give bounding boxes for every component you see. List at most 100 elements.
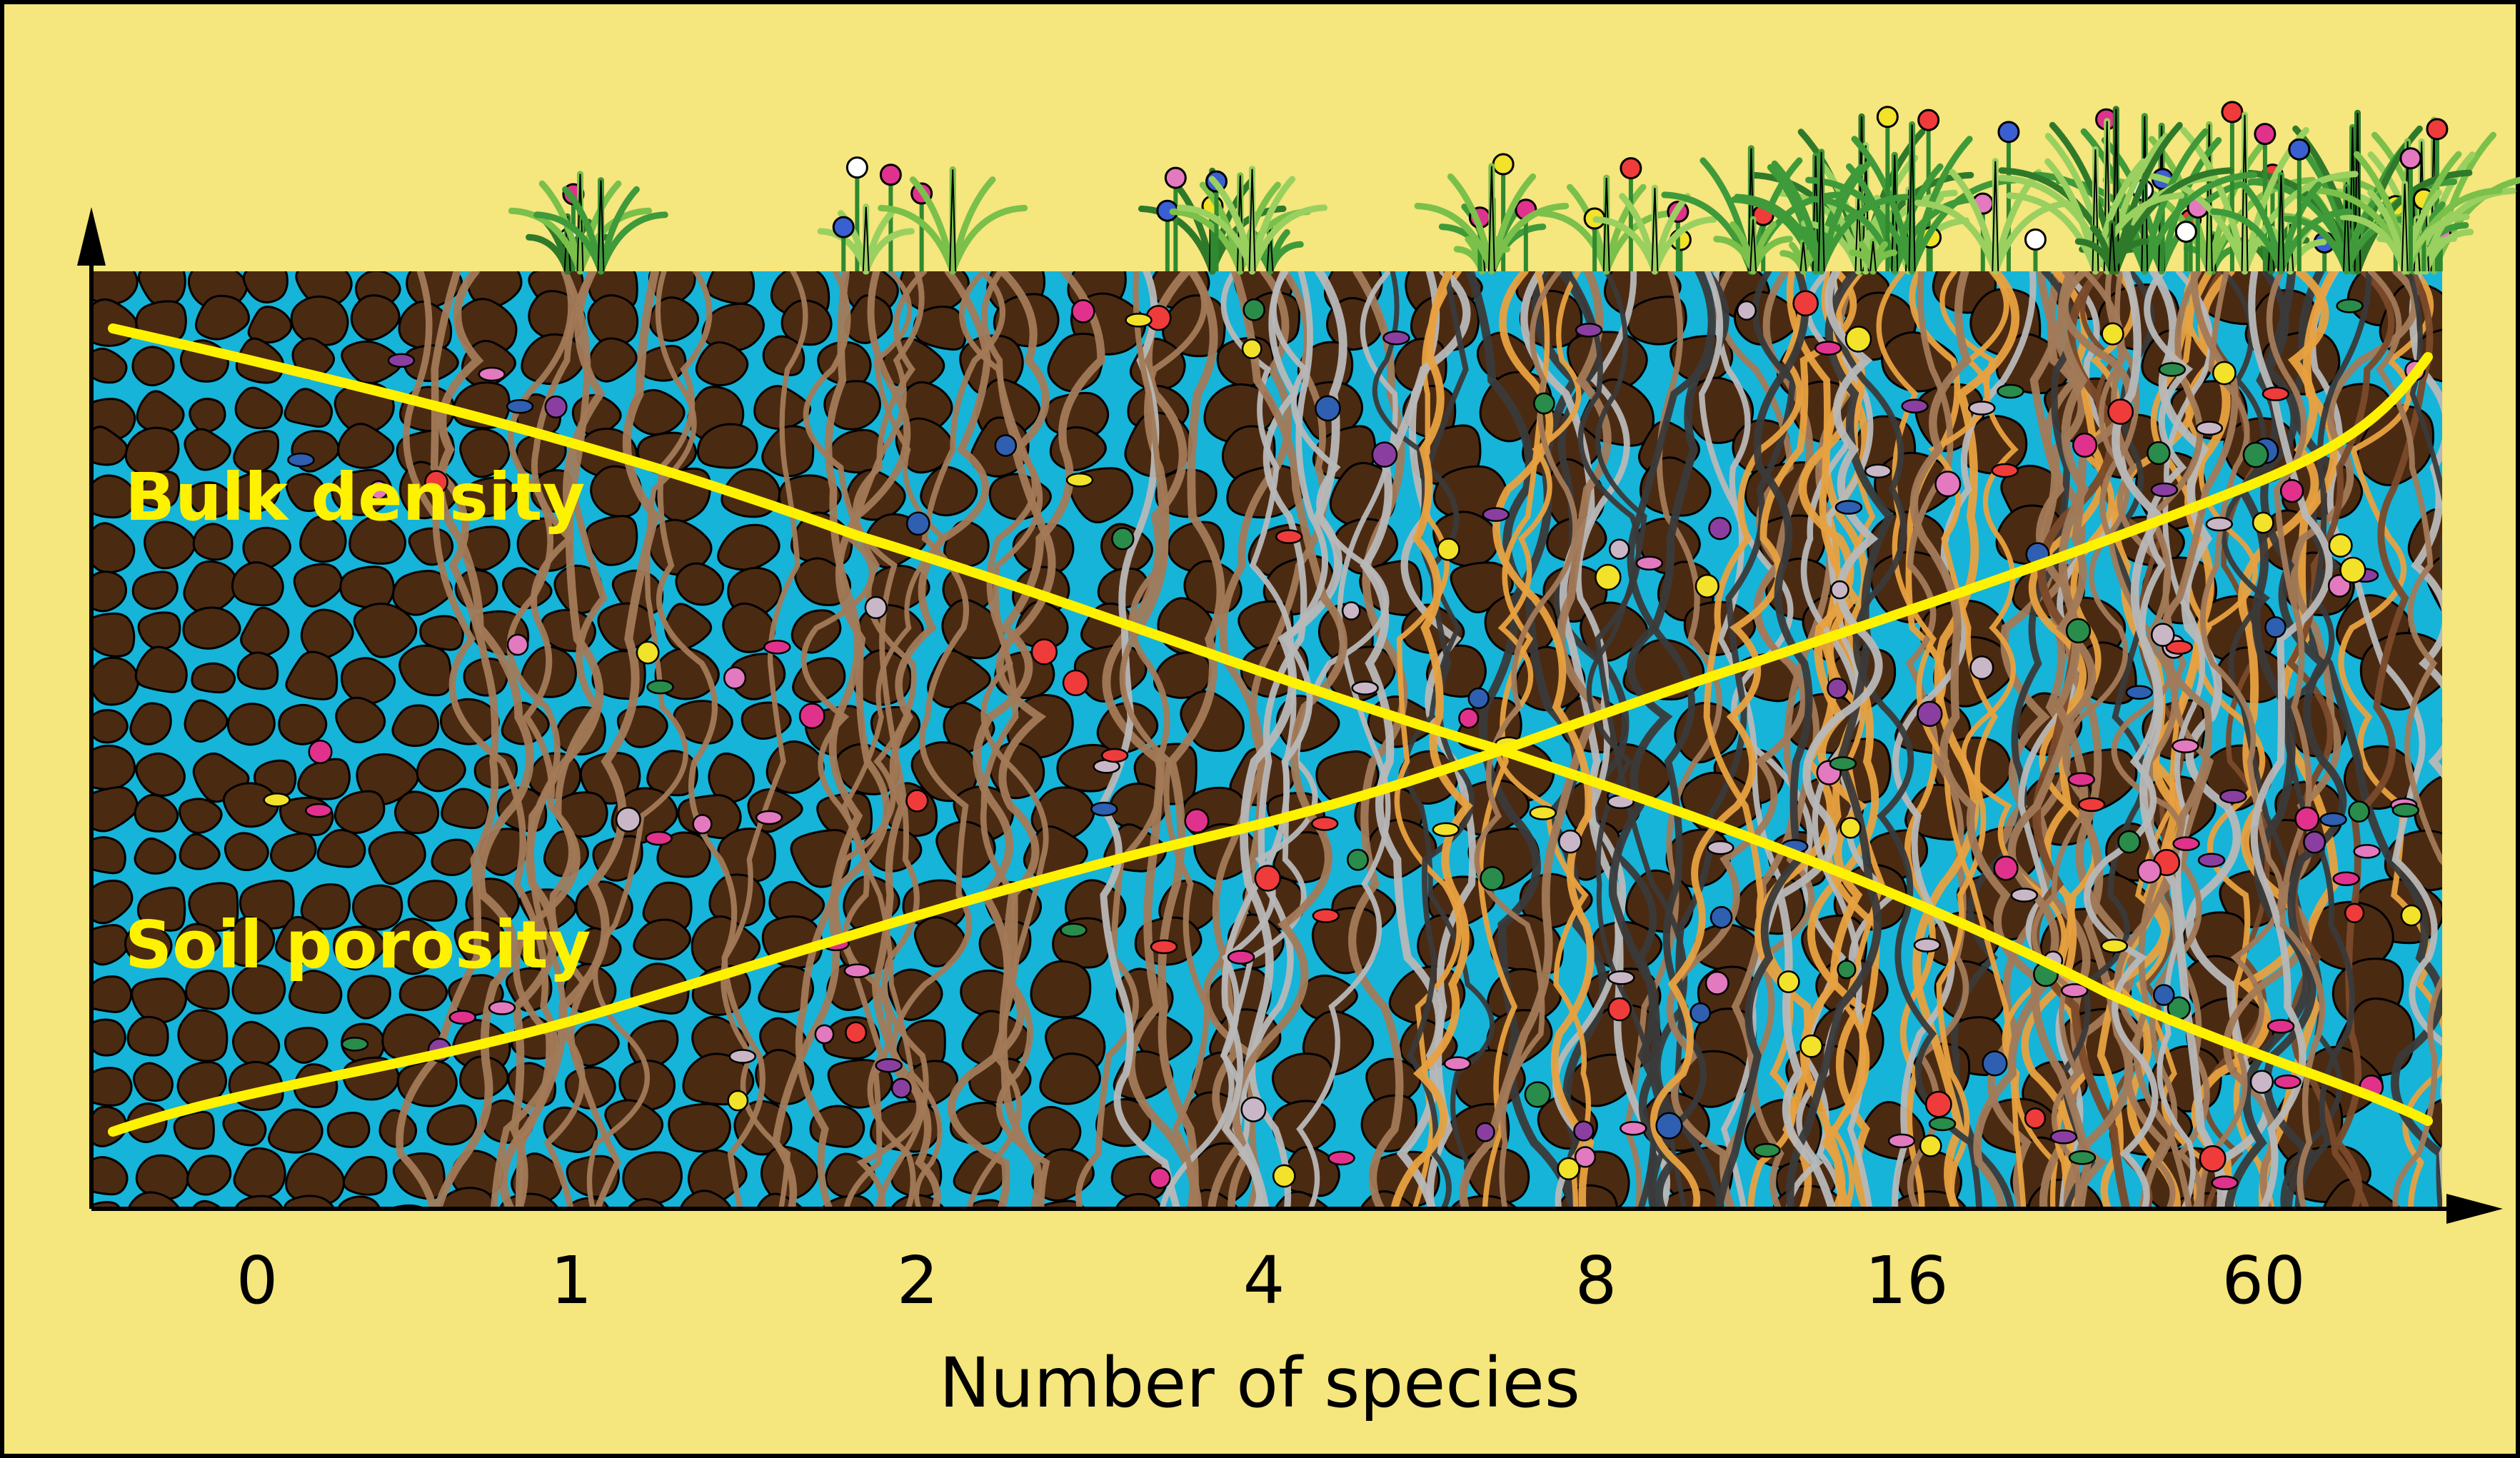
soil-aggregate (91, 656, 140, 706)
soil-aggregate (368, 831, 426, 885)
soil-organism (1707, 840, 1735, 855)
soil-organism (2172, 836, 2200, 851)
plant-leaf (2242, 171, 2359, 275)
plant-outline (1992, 161, 1999, 272)
plant-outline (2108, 223, 2116, 272)
x-tick-label: 0 (236, 1242, 278, 1319)
soil-organism (1467, 687, 1490, 710)
soil-organism (1608, 538, 1630, 560)
soil-aggregate (293, 563, 343, 608)
soil-aggregate (91, 347, 128, 384)
soil-organism (2274, 1074, 2301, 1090)
soil-organism (1275, 529, 1303, 544)
soil-aggregate (590, 465, 643, 518)
soil-organism (1708, 516, 1732, 541)
soil-organism (1792, 290, 1819, 317)
y-axis-arrowhead (77, 207, 106, 266)
root (510, 271, 606, 1209)
soil-organism (864, 595, 888, 620)
soil-organism (798, 703, 825, 730)
soil-organism (1272, 1164, 1296, 1188)
x-tick-label: 16 (1864, 1242, 1948, 1319)
root (959, 271, 1049, 1209)
soil-organism (692, 814, 713, 835)
soil-organism (1901, 398, 1929, 414)
soil-aggregate (633, 918, 691, 960)
soil-organism (2150, 482, 2179, 498)
root (1909, 271, 2051, 1209)
plant-outline (1817, 151, 1825, 272)
soil-organism (1934, 471, 1962, 498)
soil-organism (845, 1021, 868, 1044)
root (1928, 271, 2009, 1209)
plant-outline (949, 169, 957, 272)
soil-organism (1475, 1122, 1495, 1142)
root (803, 271, 917, 1209)
soil-organism (1090, 801, 1118, 817)
x-tick-label: 2 (897, 1242, 939, 1319)
soil-organism (905, 511, 930, 536)
soil-aggregate (300, 883, 351, 930)
soil-aggregate (335, 696, 386, 744)
soil-organism (1690, 1002, 1712, 1024)
soil-aggregate (717, 523, 780, 571)
soil-aggregate (91, 1156, 129, 1196)
bulk-density-curve (108, 323, 2433, 1126)
soil-organism (2267, 1019, 2295, 1034)
soil-organism (2117, 830, 2141, 854)
soil-aggregate (234, 1195, 284, 1209)
x-tick-label: 1 (551, 1242, 593, 1319)
soil-aggregate (131, 977, 187, 1024)
soil-aggregate (341, 340, 402, 385)
soil-aggregate (333, 925, 386, 971)
soil-organism (2294, 806, 2320, 832)
soil-organism (2242, 441, 2269, 468)
root (2112, 271, 2226, 1209)
soil-organism (1315, 395, 1341, 422)
plant-leaf (1267, 241, 1304, 275)
soil-organisms (263, 290, 2426, 1190)
soil-organism (1062, 669, 1090, 697)
soil-aggregate (239, 880, 295, 930)
soil-aggregate (340, 657, 396, 705)
soil-aggregate (91, 924, 131, 966)
soil-organism (2353, 844, 2381, 859)
soil-organism (843, 963, 872, 978)
soil-aggregate (91, 879, 134, 925)
root (947, 271, 1056, 1209)
plant-leaf (597, 211, 668, 275)
soil-aggregate (2414, 775, 2442, 843)
plant-outline (2277, 175, 2285, 272)
root (522, 271, 621, 1209)
plant-outline (2205, 124, 2213, 272)
soil-organism (2328, 533, 2353, 558)
soil-organism (1482, 507, 1510, 522)
soil-organism (2049, 1129, 2078, 1145)
soil-aggregate (175, 922, 222, 965)
flower-head (2024, 228, 2047, 251)
surface-plants (508, 101, 2520, 275)
soil-aggregate (407, 880, 458, 922)
plant-leaf (1869, 249, 1898, 275)
soil-aggregate (336, 1195, 381, 1209)
soil-organism (488, 1000, 516, 1015)
plant-leaf (577, 207, 653, 275)
soil-organism (1655, 1112, 1683, 1140)
soil-aggregate (284, 1027, 328, 1064)
flower-head (2426, 118, 2449, 141)
root (586, 271, 697, 1209)
flower-head (2288, 138, 2311, 161)
root (1892, 271, 2037, 1209)
soil-organism (368, 480, 388, 500)
soil-organism (2060, 983, 2089, 998)
flower-head (1620, 157, 1642, 180)
soil-organism (1575, 323, 1603, 338)
root (1492, 271, 1595, 1209)
soil-organism (2125, 685, 2154, 700)
soil-aggregate (133, 1062, 174, 1102)
plant-outline (1799, 242, 1807, 272)
soil-organism (2332, 871, 2360, 886)
soil-organism (2319, 812, 2347, 828)
root (1775, 271, 1883, 1209)
